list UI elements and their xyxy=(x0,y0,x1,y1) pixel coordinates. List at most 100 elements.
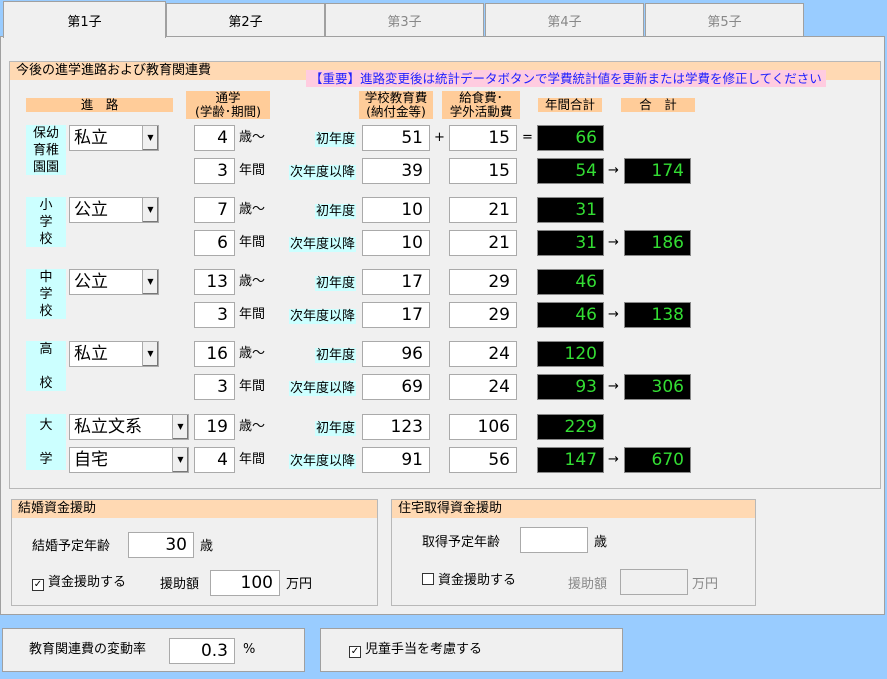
education-group: 今後の進学進路および教育関連費 【重要】進路変更後は統計データボタンで学費統計値… xyxy=(9,61,881,489)
arrow-icon: → xyxy=(608,163,619,178)
marriage-age-unit: 歳 xyxy=(200,539,214,554)
school-fee-input[interactable]: 10 xyxy=(362,230,430,256)
header-route: 進 路 xyxy=(26,98,173,112)
meal-fee-input[interactable]: 24 xyxy=(449,341,517,367)
tab-child-1[interactable]: 第1子 xyxy=(3,1,166,38)
school-type-dropdown[interactable]: 私立文系 ▼ xyxy=(69,414,189,440)
school-fee-input[interactable]: 123 xyxy=(362,414,430,440)
start-age-input[interactable]: 7 xyxy=(194,197,235,223)
start-age-input[interactable]: 19 xyxy=(194,414,235,440)
school-type-value: 公立 xyxy=(74,200,108,220)
first-year-label-wrap: 初年度 xyxy=(276,343,356,369)
marriage-age-label: 結婚予定年齢 xyxy=(32,539,111,554)
dropdown-arrow-icon: ▼ xyxy=(142,198,158,222)
stage-total-display: 306 xyxy=(624,374,691,400)
start-age-input[interactable]: 4 xyxy=(194,125,235,151)
stage-total-display: 186 xyxy=(624,230,691,256)
child-allowance-checkbox[interactable]: ✓ 児童手当を考慮する xyxy=(349,637,482,663)
school-fee-input[interactable]: 17 xyxy=(362,302,430,328)
rate-input[interactable]: 0.3 xyxy=(169,638,235,664)
stage-label: 高 校 xyxy=(26,341,66,391)
later-year-label: 次年度以降 xyxy=(288,381,356,396)
meal-fee-input[interactable]: 29 xyxy=(449,269,517,295)
school-fee-input[interactable]: 91 xyxy=(362,447,430,473)
housing-age-label: 取得予定年齢 xyxy=(422,535,501,550)
checkbox-icon: ✓ xyxy=(349,646,361,658)
school-type-dropdown[interactable]: 公立 ▼ xyxy=(69,197,159,223)
unit-label: 年間 xyxy=(239,163,266,178)
start-age-input[interactable]: 16 xyxy=(194,341,235,367)
meal-fee-input[interactable]: 29 xyxy=(449,302,517,328)
annual-total-display: 66 xyxy=(537,125,604,151)
later-year-label-wrap: 次年度以降 xyxy=(276,376,356,402)
housing-support-checkbox[interactable]: 資金援助する xyxy=(422,568,516,594)
meal-fee-input[interactable]: 56 xyxy=(449,447,517,473)
stage-label: 大 学 xyxy=(26,414,66,470)
header-school-fee: 学校教育費 (納付金等) xyxy=(359,91,433,119)
meal-fee-input[interactable]: 106 xyxy=(449,414,517,440)
header-attend: 通学 (学齢･期間) xyxy=(186,91,270,119)
annual-total-display: 54 xyxy=(537,158,604,184)
residence-dropdown[interactable]: 自宅 ▼ xyxy=(69,447,189,473)
tab-child-3[interactable]: 第3子 xyxy=(325,3,484,36)
school-type-dropdown[interactable]: 公立 ▼ xyxy=(69,269,159,295)
start-age-input[interactable]: 13 xyxy=(194,269,235,295)
dropdown-arrow-icon: ▼ xyxy=(142,126,158,150)
residence-value: 自宅 xyxy=(74,450,108,470)
unit-label: 年間 xyxy=(239,452,266,467)
rate-label: 教育関連費の変動率 xyxy=(29,642,147,657)
later-year-label: 次年度以降 xyxy=(288,165,356,180)
marriage-support-checkbox[interactable]: ✓ 資金援助する xyxy=(32,570,126,596)
unit-label: 年間 xyxy=(239,307,266,322)
school-fee-input[interactable]: 96 xyxy=(362,341,430,367)
later-year-label-wrap: 次年度以降 xyxy=(276,160,356,186)
meal-fee-input[interactable]: 15 xyxy=(449,125,517,151)
tab-child-5[interactable]: 第5子 xyxy=(645,3,804,36)
school-type-value: 私立文系 xyxy=(74,417,142,437)
years-input[interactable]: 3 xyxy=(194,158,235,184)
stage-label: 中 学 校 xyxy=(26,269,66,319)
annual-total-display: 147 xyxy=(537,447,604,473)
years-input[interactable]: 6 xyxy=(194,230,235,256)
checkbox-icon xyxy=(422,573,434,585)
main-panel: 今後の進学進路および教育関連費 【重要】進路変更後は統計データボタンで学費統計値… xyxy=(0,36,885,615)
stage-total-display: 174 xyxy=(624,158,691,184)
stage-label: 保幼 育稚 園園 xyxy=(26,125,66,175)
meal-fee-input[interactable]: 24 xyxy=(449,374,517,400)
later-year-label-wrap: 次年度以降 xyxy=(276,449,356,475)
housing-group: 住宅取得資金援助 取得予定年齢 歳 資金援助する 援助額 万円 xyxy=(391,499,756,606)
years-input[interactable]: 4 xyxy=(194,447,235,473)
unit-label: 歳～ xyxy=(239,130,266,145)
housing-amount-input[interactable] xyxy=(620,569,688,595)
arrow-icon: → xyxy=(608,235,619,250)
stage-label: 小 学 校 xyxy=(26,197,66,247)
marriage-age-input[interactable]: 30 xyxy=(128,532,194,558)
school-fee-input[interactable]: 17 xyxy=(362,269,430,295)
years-input[interactable]: 3 xyxy=(194,302,235,328)
tab-child-4[interactable]: 第4子 xyxy=(485,3,644,36)
years-input[interactable]: 3 xyxy=(194,374,235,400)
equals-sign: = xyxy=(522,130,533,145)
housing-support-label: 資金援助する xyxy=(438,573,517,588)
housing-title: 住宅取得資金援助 xyxy=(392,500,755,518)
marriage-group: 結婚資金援助 結婚予定年齢 30 歳 ✓ 資金援助する 援助額 100 万円 xyxy=(11,499,378,606)
tab-child-2[interactable]: 第2子 xyxy=(166,3,325,36)
marriage-title: 結婚資金援助 xyxy=(12,500,377,518)
marriage-amount-input[interactable]: 100 xyxy=(210,570,280,596)
stage-total-display: 670 xyxy=(624,447,691,473)
school-fee-input[interactable]: 69 xyxy=(362,374,430,400)
meal-fee-input[interactable]: 21 xyxy=(449,197,517,223)
annual-total-display: 93 xyxy=(537,374,604,400)
meal-fee-input[interactable]: 15 xyxy=(449,158,517,184)
marriage-amount-unit: 万円 xyxy=(286,577,313,592)
dropdown-arrow-icon: ▼ xyxy=(172,448,188,472)
housing-age-input[interactable] xyxy=(520,527,588,553)
meal-fee-input[interactable]: 21 xyxy=(449,230,517,256)
unit-label: 歳～ xyxy=(239,419,266,434)
school-fee-input[interactable]: 51 xyxy=(362,125,430,151)
annual-total-display: 229 xyxy=(537,414,604,440)
school-type-dropdown[interactable]: 私立 ▼ xyxy=(69,341,159,367)
school-fee-input[interactable]: 10 xyxy=(362,197,430,223)
school-type-dropdown[interactable]: 私立 ▼ xyxy=(69,125,159,151)
school-fee-input[interactable]: 39 xyxy=(362,158,430,184)
